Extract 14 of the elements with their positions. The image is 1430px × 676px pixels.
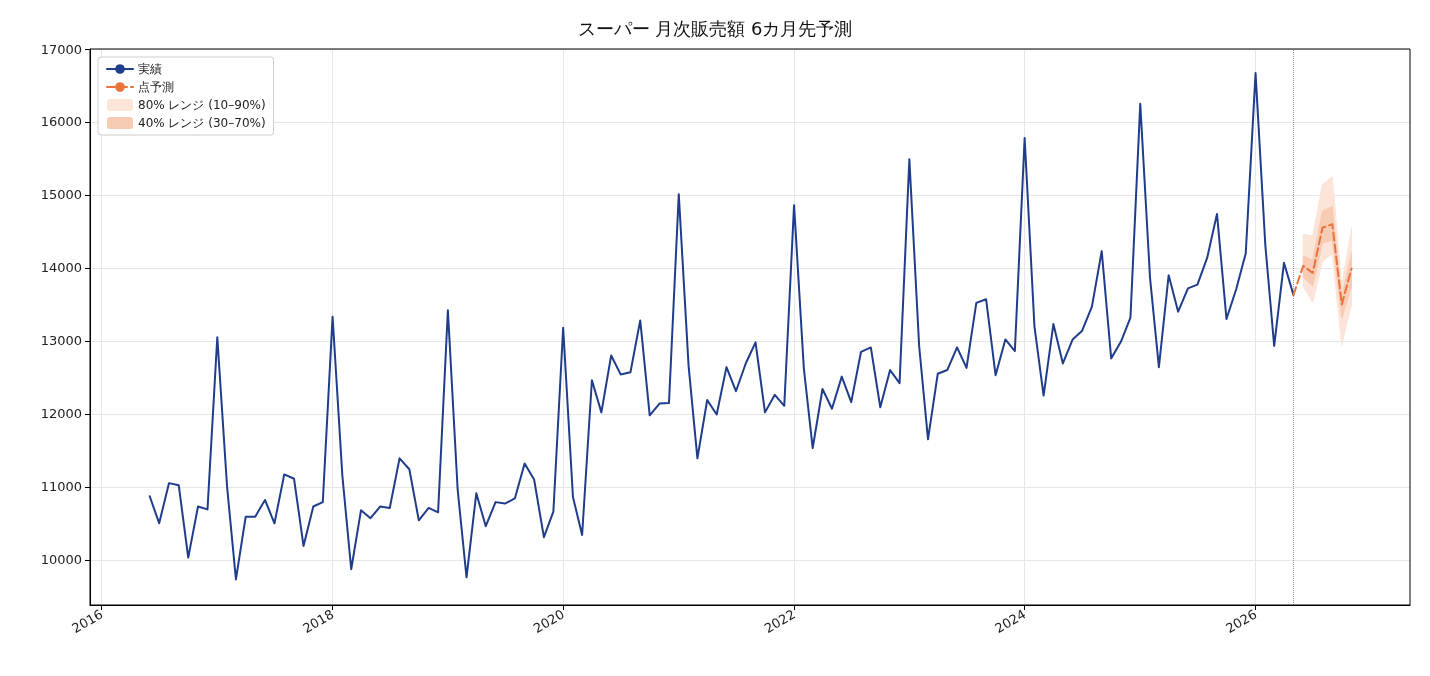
chart-title: スーパー 月次販売額 6カ月先予測 — [577, 17, 853, 39]
y-tick-label: 10000 — [40, 552, 82, 568]
y-tick-label: 11000 — [40, 479, 82, 495]
y-tick-label: 16000 — [40, 114, 82, 130]
legend-label: 点予測 — [138, 80, 174, 94]
legend-label: 実績 — [138, 62, 162, 76]
y-tick-label: 17000 — [40, 41, 82, 57]
y-tick-label: 13000 — [40, 333, 82, 349]
y-tick-label: 14000 — [40, 260, 82, 276]
y-tick-label: 15000 — [40, 187, 82, 203]
y-tick-label: 12000 — [40, 406, 82, 422]
legend-label: 40% レンジ (30–70%) — [138, 116, 266, 130]
legend-label: 80% レンジ (10–90%) — [138, 98, 266, 112]
line-series — [1292, 223, 1353, 306]
